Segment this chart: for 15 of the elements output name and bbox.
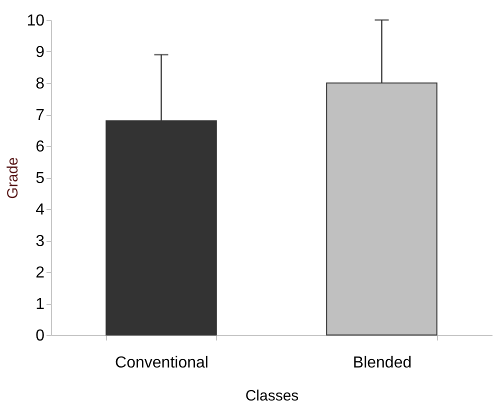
y-tick-label: 4 <box>36 202 45 218</box>
x-tick-label: Blended <box>352 354 412 372</box>
y-tick-label: 2 <box>36 264 45 282</box>
y-tick-label: 10 <box>26 12 45 30</box>
y-tick-label: 6 <box>36 138 45 156</box>
x-axis-title: Classes <box>245 388 299 404</box>
y-tick-label: 9 <box>36 44 45 61</box>
y-tick-label: 8 <box>36 76 45 92</box>
y-tick-label: 3 <box>36 233 45 250</box>
y-tick-label: 1 <box>36 296 45 313</box>
y-axis-title: Grade <box>4 157 22 199</box>
y-tick-label: 7 <box>36 107 45 124</box>
x-tick-label: Conventional <box>115 354 208 372</box>
y-tick-label: 0 <box>36 328 45 344</box>
y-tick-label: 5 <box>36 170 45 187</box>
